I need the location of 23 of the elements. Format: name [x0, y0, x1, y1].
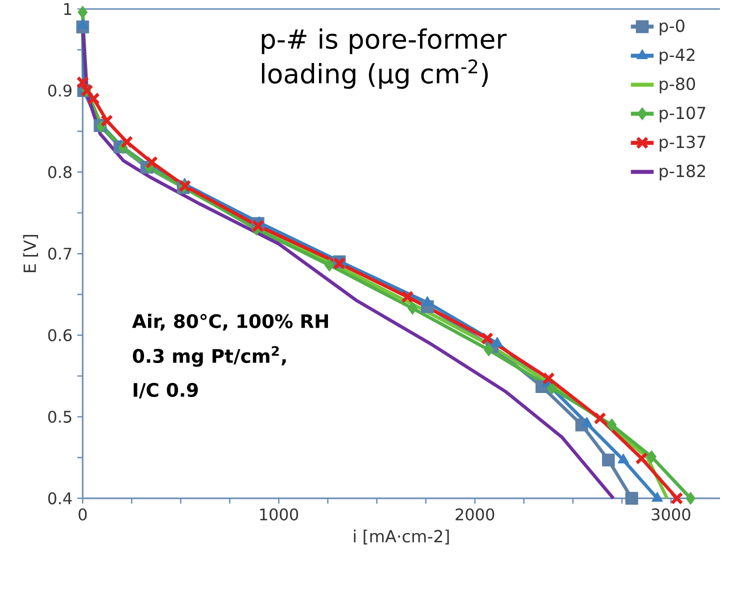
- y-tick-label: 0.7: [48, 248, 72, 260]
- x-tick-label: 3000: [652, 508, 690, 520]
- y-tick-label: 0.8: [48, 166, 72, 178]
- x-axis-title: i [mA·cm-2]: [354, 530, 449, 544]
- legend-label: p-80: [660, 78, 695, 94]
- y-tick-label: 0.9: [48, 84, 72, 97]
- y-tick-label: 0.4: [48, 492, 72, 504]
- legend-label: p-182: [660, 164, 706, 181]
- x-tick-label: 0: [78, 508, 87, 520]
- x-tick-label: 2000: [456, 508, 494, 520]
- legend-label: p-0: [660, 19, 684, 36]
- x-tick-label: 1000: [260, 508, 298, 520]
- legend-label: p-137: [660, 136, 706, 152]
- legend-label: p-42: [660, 48, 694, 64]
- y-tick-label: 0.6: [48, 329, 72, 342]
- annotation: p-# is pore-former loading (μg cm$^{-2}$): [262, 28, 507, 89]
- y-tick-label: 0.5: [48, 410, 72, 423]
- y-tick-label: 1: [64, 3, 72, 15]
- annotation: I/C 0.9: [134, 382, 198, 398]
- annotation: Air, 80°C, 100% RH: [132, 314, 328, 331]
- legend-label: p-107: [660, 106, 706, 122]
- y-axis-title: E [V]: [23, 235, 38, 272]
- annotation: 0.3 mg Pt/cm$^{2}$,: [132, 346, 286, 367]
